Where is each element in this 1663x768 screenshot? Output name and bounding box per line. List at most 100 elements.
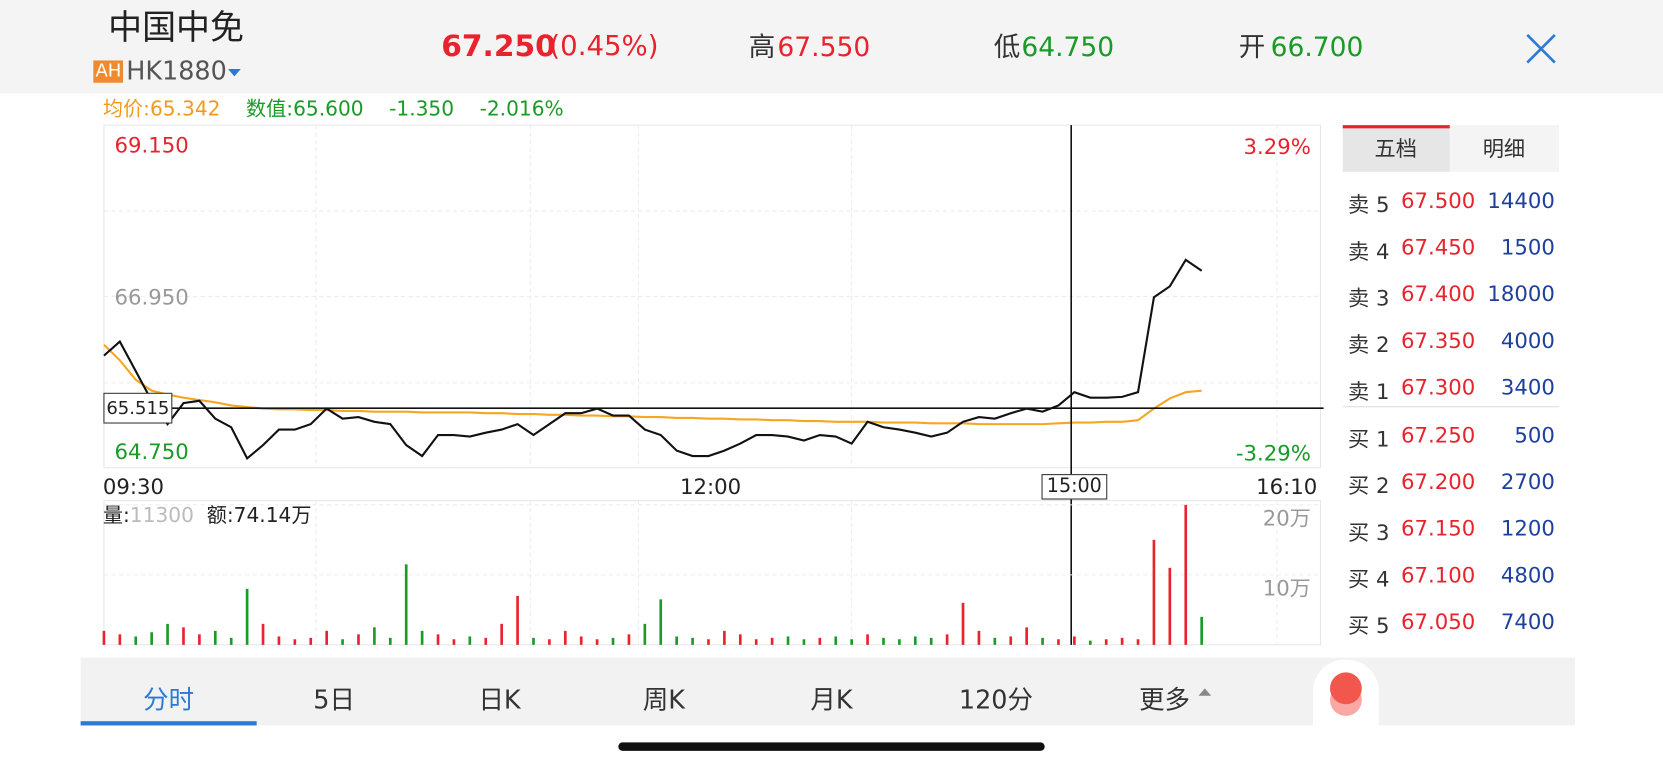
book-volume: 500 (1514, 422, 1555, 448)
volume-bar (1152, 539, 1156, 645)
volume-bar (548, 639, 551, 645)
book-volume: 7400 (1500, 608, 1555, 635)
book-label: 卖 1 (1348, 378, 1390, 405)
book-row: 买 5 67.050 7400 (1343, 605, 1559, 639)
volume-bar (373, 627, 376, 645)
book-volume: 4000 (1500, 327, 1555, 354)
volume-bar (1025, 627, 1028, 645)
stock-code[interactable]: HK1880 (126, 56, 227, 86)
volume-bar (102, 630, 106, 645)
volume-bar (818, 637, 822, 645)
book-row: 买 2 67.200 2700 (1343, 465, 1559, 499)
diff-pct: -2.016% (479, 97, 564, 121)
volume-bar (261, 623, 265, 645)
volume-bar (309, 637, 313, 645)
volume-bar (659, 599, 663, 645)
tab[interactable]: 周K (642, 685, 686, 715)
high: 67.550 (777, 31, 871, 63)
volume-bar (1168, 567, 1172, 645)
volume-bar (293, 639, 297, 645)
book-volume: 2700 (1500, 468, 1555, 495)
book-tab[interactable]: 五档 (1374, 135, 1417, 162)
volume-bar (1009, 636, 1013, 645)
volume-bar (341, 639, 344, 645)
book-label: 卖 4 (1348, 238, 1390, 265)
book-label: 买 1 (1348, 426, 1390, 452)
float-dot (1329, 672, 1362, 705)
volume-bar (452, 639, 456, 645)
volume-bar (198, 634, 201, 645)
crosshair-box (103, 392, 173, 424)
tab[interactable]: 5日 (313, 685, 355, 715)
y-tick-label: 64.750 (115, 440, 189, 465)
volume-bar (993, 637, 997, 645)
book-price: 67.150 (1401, 515, 1476, 541)
pct-high: 3.29% (1243, 133, 1311, 160)
volume-bar (1200, 616, 1203, 645)
tab[interactable]: 更多 (1139, 685, 1190, 715)
y-tick-label: 66.950 (115, 286, 189, 311)
volume-bar (643, 623, 647, 645)
time-label: 16:10 (1256, 474, 1318, 500)
volume-bar (420, 630, 424, 645)
tab[interactable]: 120分 (958, 685, 1033, 715)
book-volume: 1500 (1500, 234, 1555, 260)
volume-bar (388, 637, 392, 645)
high-label: 高 (748, 31, 776, 63)
crosshair-price: 65.515 (106, 398, 169, 419)
volume-bar (579, 636, 583, 645)
more-arrow (1198, 688, 1212, 696)
book-row: 卖 4 67.450 1500 (1343, 230, 1559, 265)
volume-bar (532, 637, 535, 645)
volume-bar (913, 636, 917, 645)
volume-bar (834, 636, 838, 645)
tab[interactable]: 月K (810, 685, 853, 715)
book-row: 卖 1 67.300 3400 (1343, 370, 1559, 405)
volume-bar (627, 634, 631, 645)
open: 66.700 (1270, 31, 1364, 63)
tab-bg (1449, 125, 1560, 172)
volume-bar (850, 639, 853, 645)
volume-bar (754, 639, 758, 645)
volume-bar (1136, 639, 1140, 645)
book-label: 卖 3 (1348, 285, 1390, 311)
book-price: 67.350 (1401, 327, 1476, 354)
volume-bar (977, 630, 981, 645)
volume-bar (786, 636, 790, 645)
volume-bar (500, 623, 503, 645)
book-volume: 4800 (1500, 562, 1555, 588)
more-arrow-shape (1198, 688, 1212, 696)
tab[interactable]: 分时 (143, 685, 195, 715)
book-price: 67.200 (1401, 468, 1476, 495)
book-label: 买 5 (1348, 613, 1390, 639)
book-row: 卖 3 67.400 18000 (1343, 277, 1559, 311)
pct-low: -3.29% (1235, 440, 1311, 466)
volume-bar (245, 588, 249, 645)
volume-bar (563, 630, 567, 645)
book-price: 67.450 (1401, 234, 1476, 260)
tab[interactable]: 日K (478, 685, 521, 715)
volume-bar (945, 634, 949, 645)
avg-label: 均价: (102, 97, 150, 121)
book-price: 67.250 (1401, 422, 1476, 448)
volume-bar (738, 634, 742, 645)
tab-active-bg (1342, 125, 1450, 172)
value-label: 数值: (245, 97, 294, 121)
volume-bar (723, 630, 726, 645)
badge: AH (93, 60, 124, 83)
volume-bar (595, 639, 599, 645)
volume-bar (118, 634, 122, 645)
book-tab[interactable]: 明细 (1482, 135, 1526, 162)
dropdown-icon[interactable] (227, 68, 242, 79)
volume-bar (516, 595, 519, 645)
y-tick-label: 69.150 (115, 133, 189, 158)
volume-bar (1088, 640, 1092, 645)
book-price: 67.400 (1401, 281, 1476, 307)
close-button[interactable] (1525, 33, 1557, 65)
avg: 65.342 (149, 97, 221, 121)
header-bar (0, 0, 1663, 94)
volume-bar (277, 636, 281, 645)
low: 64.750 (1021, 31, 1115, 63)
volume-bar (1073, 636, 1076, 645)
